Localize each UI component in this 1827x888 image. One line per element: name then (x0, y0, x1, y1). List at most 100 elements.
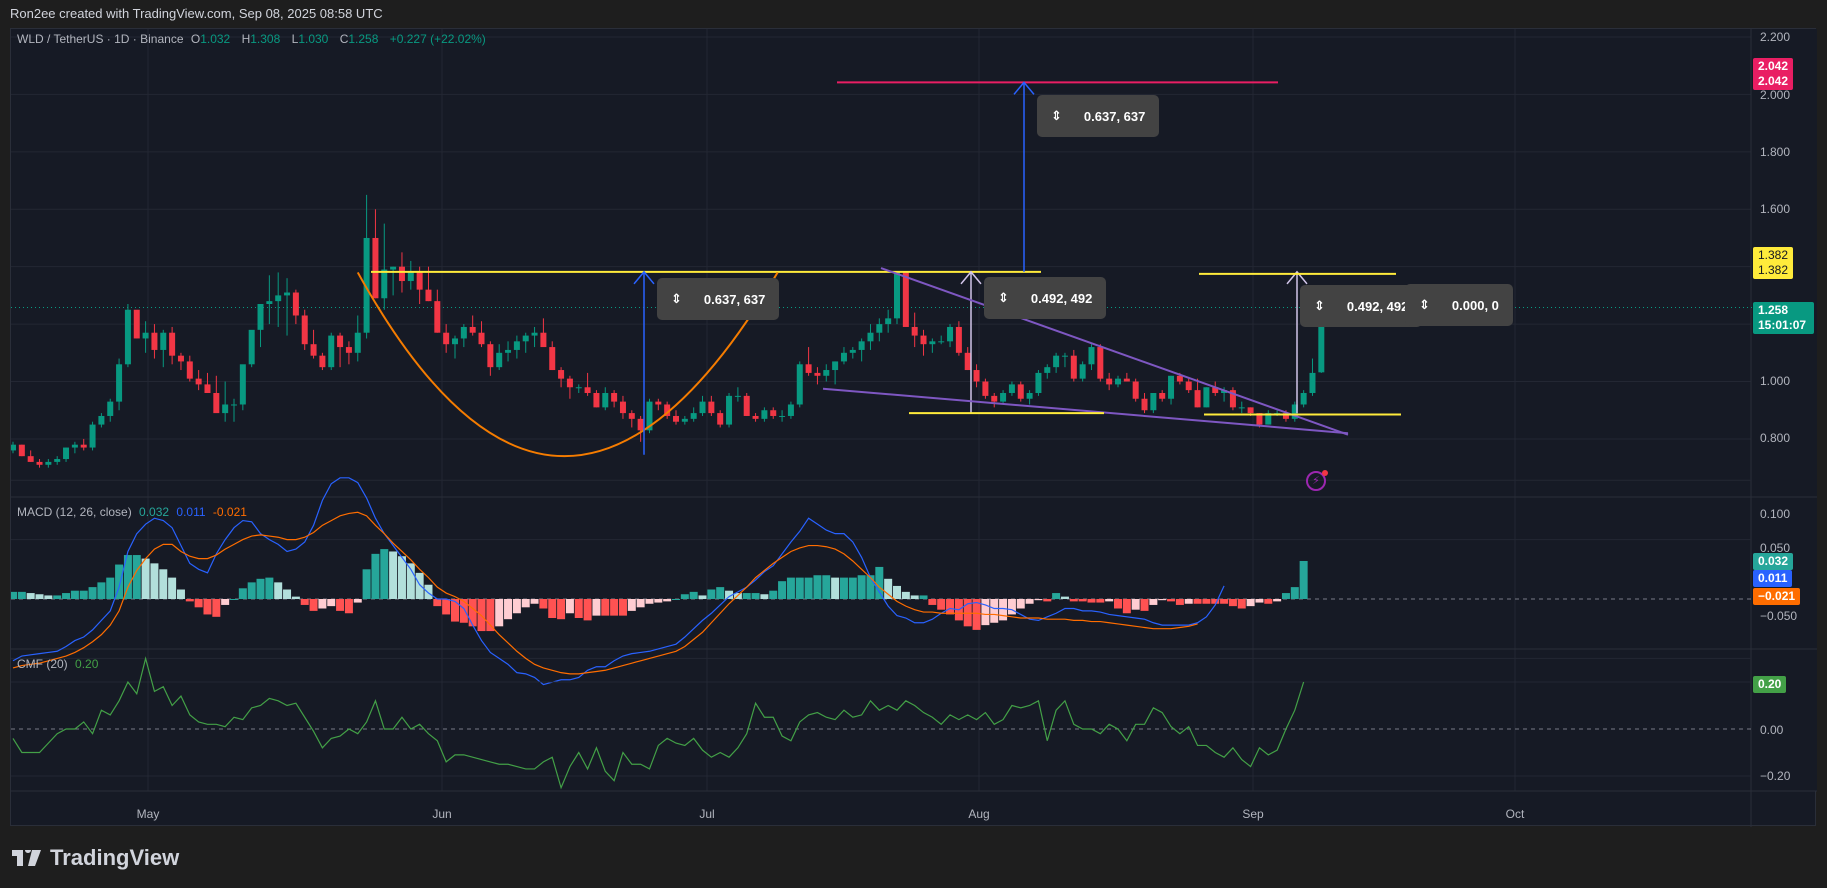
measure-label-target[interactable]: ⇕ 0.637, 637 (1037, 95, 1160, 137)
macd-tick: 0.100 (1760, 507, 1791, 521)
macd-histogram-bar (35, 594, 44, 599)
candle-body (540, 332, 547, 348)
chart-canvas[interactable] (11, 29, 1817, 827)
macd-histogram-bar (778, 581, 787, 599)
macd-histogram-bar (857, 575, 866, 599)
macd-histogram-bar (592, 599, 601, 616)
measure-label-wedge-height[interactable]: ⇕ 0.492, 492 (984, 277, 1107, 319)
candle-body (284, 292, 291, 296)
macd-histogram-bar (539, 599, 548, 609)
macd-histogram-bar (291, 596, 300, 599)
macd-histogram-bar (327, 599, 336, 607)
candle-body (628, 413, 635, 419)
measure-label-zero[interactable]: ⇕ 0.000, 0 (1405, 284, 1513, 326)
candle-body (18, 444, 25, 457)
month-label: Oct (1505, 807, 1525, 821)
measure-label-cup-depth[interactable]: ⇕ 0.637, 637 (657, 278, 780, 320)
resistance-price-lower: 1.382 (1758, 263, 1789, 277)
macd-histogram-bar (1016, 599, 1025, 609)
macd-histogram-bar (1264, 599, 1273, 604)
target-arrow-head (1013, 81, 1035, 95)
macd-histogram-bar (221, 599, 230, 605)
candle-body (637, 418, 644, 431)
candle-body (885, 318, 892, 325)
macd-histogram-bar (1175, 599, 1184, 605)
cmf-tick: 0.00 (1760, 723, 1784, 737)
macd-legend: MACD (12, 26, close) 0.032 0.011 -0.021 (17, 505, 251, 519)
macd-histogram-bar (557, 599, 566, 620)
macd-line (12, 477, 1225, 686)
candle-body (443, 332, 450, 345)
candle-body (133, 309, 140, 339)
symbol-legend: WLD / TetherUS · 1D · Binance O1.032 H1.… (17, 32, 490, 46)
macd-signal-tag: −0.021 (1753, 588, 1801, 605)
low-label: L (291, 32, 299, 46)
candle-body (726, 395, 733, 425)
candle-body (964, 352, 971, 371)
macd-histogram-bar (910, 595, 919, 599)
candle-body (248, 329, 255, 365)
last-price: 1.258 (1758, 303, 1789, 317)
cmf-title[interactable]: CMF (20) (17, 657, 68, 671)
measure-label-breakout[interactable]: ⇕ 0.492, 492 (1300, 285, 1423, 327)
candle-body (611, 393, 618, 402)
candle-body (116, 364, 123, 402)
macd-histogram-bar (839, 577, 848, 599)
cup-curve (356, 271, 779, 457)
macd-histogram-bar (618, 599, 627, 616)
macd-hist-value: 0.032 (139, 505, 170, 519)
candle-body (142, 332, 149, 339)
macd-histogram-bar (256, 578, 265, 599)
candle-body (452, 338, 458, 345)
candle-body (398, 266, 405, 282)
macd-histogram-bar (866, 575, 875, 599)
macd-histogram-bar (999, 599, 1008, 621)
candle-body (619, 401, 626, 414)
macd-title[interactable]: MACD (12, 26, close) (17, 505, 132, 519)
candle-body (1035, 372, 1042, 394)
candle-body (513, 341, 520, 350)
macd-hist-tag: 0.032 (1753, 553, 1794, 570)
tradingview-logo[interactable]: TradingView (12, 845, 179, 871)
candle-body (1282, 413, 1289, 419)
macd-histogram-bar (707, 589, 716, 599)
symbol-title[interactable]: WLD / TetherUS · 1D · Binance (17, 32, 184, 46)
macd-histogram-bar (1078, 599, 1087, 602)
pane-bg (11, 29, 1817, 497)
candle-body (646, 401, 653, 431)
candle-body (699, 401, 706, 414)
lightning-alert-icon[interactable]: ⚡ (1306, 471, 1326, 491)
candle-body (664, 404, 671, 416)
candle-body (1026, 393, 1033, 399)
candle-body (955, 326, 962, 353)
macd-histogram-bar (972, 599, 981, 630)
candle-body (505, 349, 512, 353)
candle-body (1309, 372, 1316, 394)
candle-body (292, 292, 299, 316)
candle-body (743, 395, 750, 416)
macd-histogram-bar (353, 599, 362, 603)
macd-histogram-bar (786, 577, 795, 599)
candle-body (1212, 387, 1219, 394)
macd-histogram-bar (265, 577, 274, 599)
candle-body (717, 413, 724, 425)
candle-body (1053, 355, 1060, 368)
candle-body (36, 461, 43, 465)
macd-tick: 0.050 (1760, 541, 1791, 555)
candle-body (796, 364, 803, 405)
candle-body (27, 456, 34, 462)
candle-body (1123, 378, 1130, 382)
wedge-height-arrow-head (960, 270, 982, 285)
macd-histogram-bar (574, 599, 583, 619)
chart-frame[interactable]: WLD / TetherUS · 1D · Binance O1.032 H1.… (10, 28, 1817, 827)
candle-body (98, 415, 105, 425)
candle-body (531, 332, 538, 336)
macd-histogram-bar (512, 599, 521, 614)
candle-body (186, 361, 193, 379)
macd-histogram-bar (53, 595, 62, 599)
macd-histogram-bar (424, 584, 433, 599)
change-value: +0.227 (+22.02%) (389, 32, 486, 46)
macd-histogram-bar (194, 599, 203, 608)
macd-histogram-bar (627, 599, 636, 611)
macd-histogram-bar (459, 599, 468, 623)
